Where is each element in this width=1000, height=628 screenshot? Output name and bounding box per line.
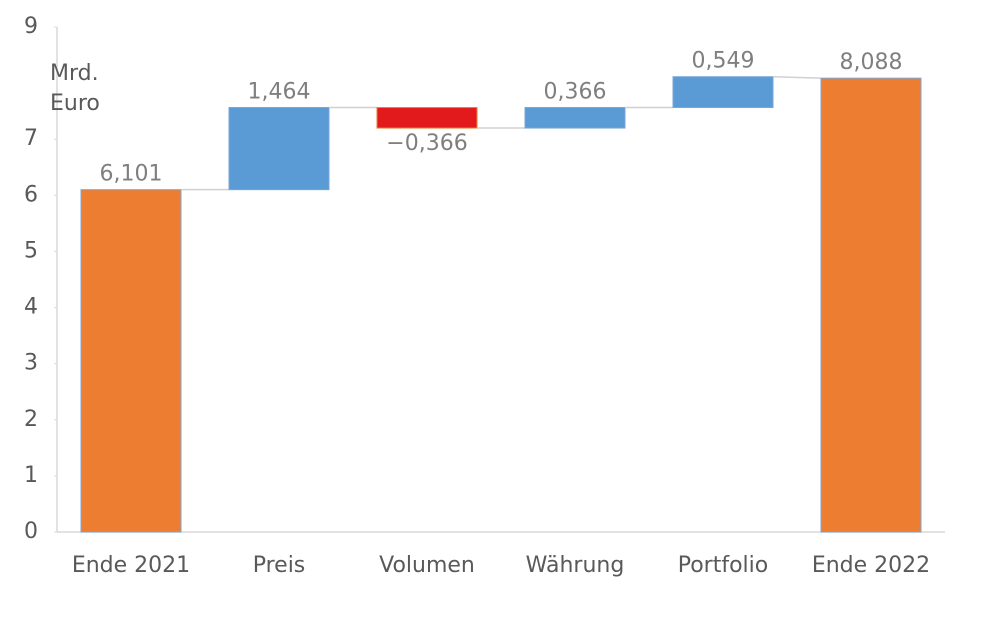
y-tick-label: 3 <box>24 351 38 376</box>
x-tick-label: Portfolio <box>678 553 769 578</box>
y-tick-label: 5 <box>24 238 38 263</box>
bar <box>228 107 330 191</box>
x-tick-label: Währung <box>526 553 625 578</box>
y-tick-label: 1 <box>24 463 38 488</box>
bar <box>80 189 182 533</box>
bar <box>672 76 774 109</box>
y-tick-label: 0 <box>24 519 38 544</box>
y-axis-label: Mrd. Euro <box>50 61 100 116</box>
x-tick-label: Volumen <box>379 553 475 578</box>
y-tick-label: 2 <box>24 407 38 432</box>
value-label: 6,101 <box>100 162 163 187</box>
x-tick-label: Preis <box>253 553 306 578</box>
value-label: 1,464 <box>248 80 311 105</box>
y-tick-label: 9 <box>24 14 38 39</box>
value-label: 0,366 <box>544 80 607 105</box>
bar <box>376 107 478 129</box>
value-label: −0,366 <box>386 131 467 156</box>
value-label: 0,549 <box>692 49 755 74</box>
x-tick-label: Ende 2021 <box>72 553 190 578</box>
y-tick-label: 7 <box>24 126 38 151</box>
bar <box>524 107 626 129</box>
x-tick-label: Ende 2022 <box>812 553 930 578</box>
value-label: 8,088 <box>840 50 903 75</box>
connector <box>772 75 822 79</box>
y-tick-label: 4 <box>24 295 38 320</box>
bar <box>820 77 922 533</box>
y-tick-label: 6 <box>24 182 38 207</box>
